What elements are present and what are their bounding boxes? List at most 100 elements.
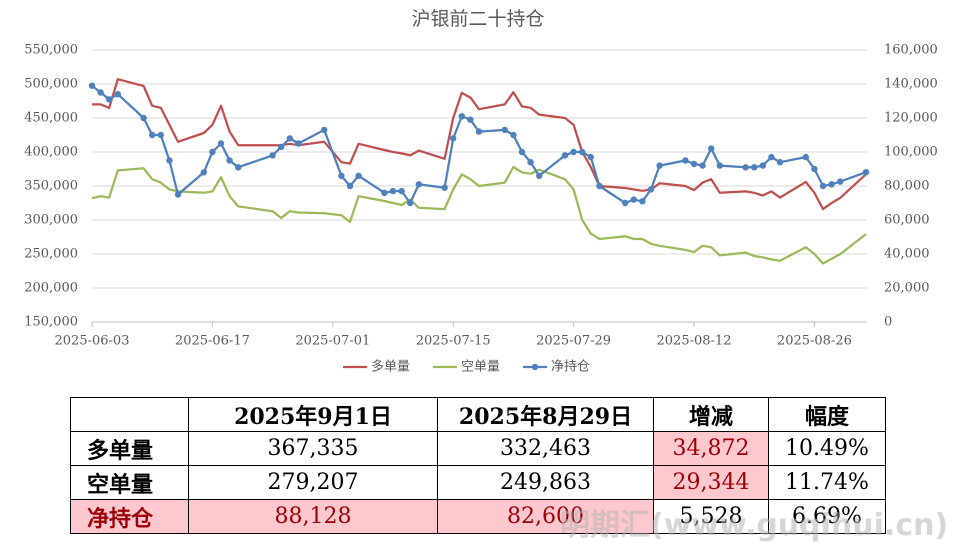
cell: 367,335: [188, 431, 438, 466]
cell: 34,872: [653, 431, 769, 466]
row: 净持仓 88,128 82,600 5,528 6.69%: [70, 499, 886, 534]
y-tick-label: 450,000: [24, 111, 78, 126]
point: [450, 135, 457, 142]
summary-table: 2025年9月1日 2025年8月29日 增减 幅度 多单量 367,335 3…: [70, 397, 886, 534]
x-tick-label: 2025-07-01: [295, 334, 370, 349]
point: [630, 196, 637, 203]
point: [106, 96, 113, 103]
point: [587, 153, 594, 161]
point: [647, 186, 655, 193]
cell: 10.49%: [768, 431, 886, 466]
point: [536, 172, 543, 179]
y-tick-label: 150,000: [24, 315, 78, 330]
x-tick-label: 2025-07-29: [536, 334, 611, 349]
point: [166, 157, 173, 164]
point: [579, 148, 586, 156]
y2-tick-label: 20,000: [884, 281, 930, 296]
series-line: [92, 78, 867, 211]
point: [682, 157, 689, 164]
point: [596, 182, 603, 190]
cell: 29,344: [653, 465, 769, 500]
cell: 249,863: [437, 465, 654, 500]
point: [776, 159, 784, 166]
point: [381, 189, 388, 196]
header-cell: 2025年9月1日: [188, 397, 438, 432]
point: [209, 148, 216, 156]
point: [389, 187, 397, 195]
cell: 279,207: [188, 465, 438, 500]
row: 多单量 367,335 332,463 34,872 10.49%: [70, 431, 886, 466]
series-line: [91, 165, 867, 265]
point: [475, 128, 483, 135]
point: [501, 126, 508, 134]
point: [458, 113, 465, 120]
watermark: 明期汇(www.guqihui.cn): [560, 508, 949, 543]
point: [837, 178, 844, 185]
point: [510, 131, 517, 139]
point: [97, 89, 104, 96]
point: [140, 114, 147, 122]
y2-tick-label: 160,000: [884, 43, 938, 58]
y2-tick-label: 80,000: [884, 179, 930, 194]
header-cell: 2025年8月29日: [437, 397, 654, 432]
point: [742, 164, 749, 171]
x-tick-label: 2025-06-17: [175, 334, 250, 349]
x-tick-label: 2025-07-15: [416, 334, 491, 349]
point: [338, 172, 345, 179]
y2-tick-label: 40,000: [884, 247, 930, 262]
x-tick-label: 2025-08-12: [657, 334, 732, 349]
header-cell: 幅度: [768, 397, 886, 432]
point: [321, 126, 328, 134]
point: [295, 140, 302, 147]
legend-label: 多单量: [371, 359, 410, 375]
point: [811, 165, 818, 173]
point: [157, 131, 164, 139]
point: [217, 140, 225, 147]
y2-tick-label: 140,000: [884, 77, 938, 92]
legend-label: 净持仓: [551, 360, 590, 375]
point: [656, 162, 663, 169]
point: [415, 181, 422, 188]
point: [699, 162, 706, 169]
point: [751, 164, 758, 171]
point: [828, 181, 835, 188]
point: [768, 153, 775, 161]
y-tick-label: 250,000: [24, 247, 78, 262]
point: [407, 199, 414, 207]
y-tick-label: 300,000: [24, 213, 78, 228]
chart-title: 沪银前二十持仓: [411, 8, 544, 30]
x-tick-label: 2025-06-03: [55, 334, 130, 349]
point: [570, 148, 577, 156]
legend-marker: [531, 363, 539, 371]
point: [561, 152, 569, 159]
cell: 11.74%: [768, 465, 886, 500]
point: [269, 152, 276, 159]
row-name: 多单量: [70, 431, 189, 466]
cell: 332,463: [437, 431, 654, 466]
row: 空单量 279,207 249,863 29,344 11.74%: [70, 465, 886, 500]
cell: 6.69%: [768, 499, 886, 534]
point: [759, 162, 766, 169]
point: [819, 182, 827, 190]
point: [174, 191, 182, 198]
header-row: 2025年9月1日 2025年8月29日 增减 幅度: [70, 397, 886, 432]
y-tick-label: 550,000: [24, 43, 78, 58]
point: [235, 164, 242, 171]
cell: 88,128: [188, 499, 438, 534]
point: [398, 187, 405, 195]
point: [200, 169, 207, 176]
point: [467, 116, 474, 123]
point: [802, 153, 809, 161]
point: [639, 198, 646, 205]
point: [716, 162, 723, 169]
point: [226, 157, 233, 164]
point: [622, 199, 629, 207]
y2-tick-label: 0: [884, 315, 892, 330]
y2-tick-label: 60,000: [884, 213, 930, 228]
point: [708, 145, 715, 152]
cell: 82,600: [437, 499, 654, 534]
point: [286, 135, 293, 142]
point: [114, 91, 122, 98]
point: [88, 82, 96, 89]
